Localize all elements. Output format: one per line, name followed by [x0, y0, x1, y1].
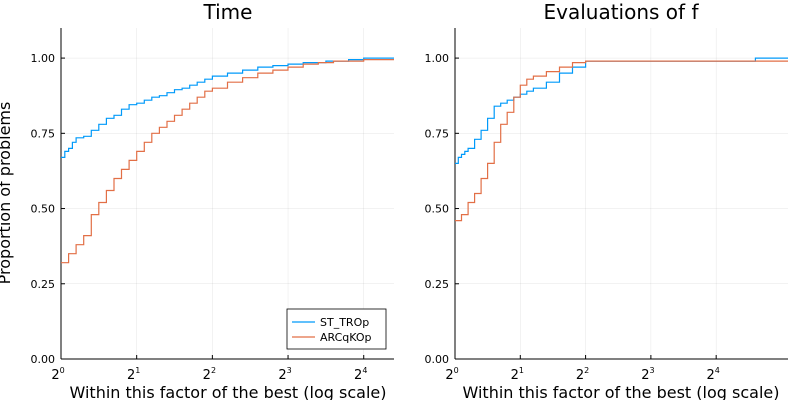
y-axis-label: Proportion of problems [0, 102, 14, 285]
series-line-st-trop [455, 57, 788, 164]
series-line-arcqkop [61, 59, 394, 264]
y-tick-label: 1.00 [425, 52, 450, 65]
legend-label-arcqkop: ARCqKOp [320, 331, 372, 344]
panel-time: Time 0.00 0.25 0.50 0.75 1.00 20 21 22 23 24 Wit… [0, 0, 394, 400]
grid [454, 28, 788, 360]
legend-box [286, 308, 387, 350]
x-tick-label: 21 [511, 366, 524, 383]
x-tick-label: 22 [576, 366, 589, 383]
x-axis-label: Within this factor of the best (log scal… [70, 383, 387, 400]
series-group [61, 57, 394, 264]
x-tick-label: 20 [51, 366, 64, 383]
x-tick-label: 23 [278, 366, 291, 383]
legend: ST_TROp ARCqKOp [286, 308, 387, 350]
y-tick-label: 1.00 [31, 52, 56, 65]
x-tick-label: 22 [203, 366, 216, 383]
chart-title: Evaluations of f [544, 0, 700, 24]
y-tick-label: 0.50 [425, 203, 450, 216]
series-line-arcqkop [455, 60, 788, 222]
x-tick-label: 21 [127, 366, 140, 383]
y-tick-label: 0.75 [31, 127, 56, 140]
y-ticks: 0.00 0.25 0.50 0.75 1.00 [31, 52, 65, 366]
legend-label-st-trop: ST_TROp [320, 316, 369, 329]
y-ticks: 0.00 0.25 0.50 0.75 1.00 [425, 52, 459, 366]
y-tick-label: 0.75 [425, 127, 450, 140]
x-axis-label: Within this factor of the best (log scal… [463, 383, 780, 400]
panel-evaluations: Evaluations of f 0.00 0.25 0.50 0.75 1.00 20… [425, 0, 788, 400]
y-tick-label: 0.00 [31, 353, 56, 366]
y-tick-label: 0.25 [31, 278, 56, 291]
series-group [455, 57, 788, 222]
y-tick-label: 0.50 [31, 203, 56, 216]
series-line-st-trop [61, 57, 394, 158]
x-ticks: 20 21 22 23 24 [445, 355, 720, 383]
y-tick-label: 0.00 [425, 353, 450, 366]
y-tick-label: 0.25 [425, 278, 450, 291]
chart-title: Time [203, 0, 253, 24]
x-tick-label: 23 [641, 366, 654, 383]
x-ticks: 20 21 22 23 24 [51, 355, 367, 383]
x-tick-label: 24 [706, 366, 719, 383]
x-tick-label: 20 [445, 366, 458, 383]
x-tick-label: 24 [354, 366, 367, 383]
